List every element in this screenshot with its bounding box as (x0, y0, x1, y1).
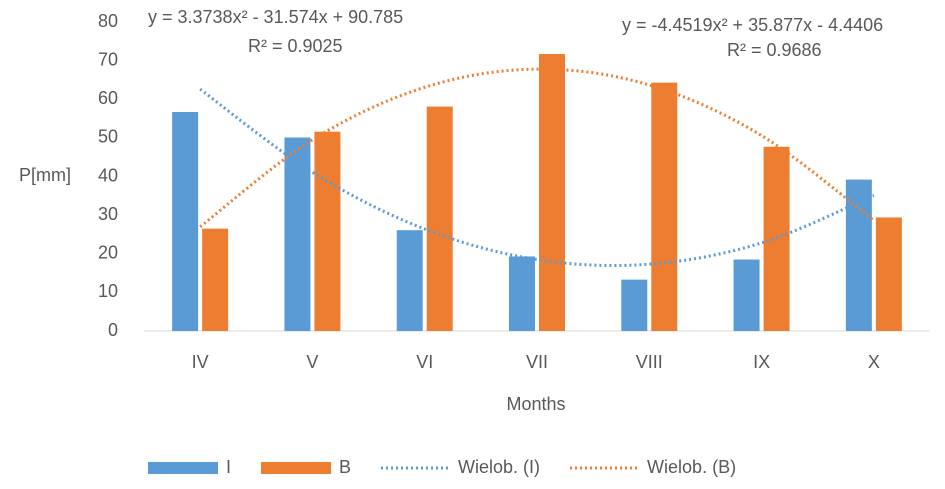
x-tick-label: X (868, 352, 880, 372)
trend-equation: y = -4.4519x² + 35.877x - 4.4406 (622, 15, 883, 35)
y-tick-label: 10 (98, 281, 118, 301)
bar (172, 111, 199, 331)
legend-label: Wielob. (I) (458, 457, 540, 477)
bar (426, 106, 453, 332)
legend-swatch (148, 462, 218, 474)
y-tick-label: 70 (98, 49, 118, 69)
bar (621, 279, 648, 331)
trend-r-squared: R² = 0.9686 (727, 40, 822, 60)
bar (651, 82, 678, 331)
y-tick-label: 60 (98, 88, 118, 108)
y-tick-label: 0 (108, 320, 118, 340)
bar (763, 146, 790, 331)
x-tick-label: V (306, 352, 318, 372)
legend-label: Wielob. (B) (647, 457, 736, 477)
trend-equation: y = 3.3738x² - 31.574x + 90.785 (148, 7, 403, 27)
y-axis-title: P[mm] (19, 165, 71, 185)
x-tick-label: IX (753, 352, 770, 372)
bar (396, 230, 423, 331)
bar (733, 259, 760, 331)
x-tick-label: VIII (636, 352, 663, 372)
x-tick-label: IV (192, 352, 209, 372)
trend-r-squared: R² = 0.9025 (248, 36, 343, 56)
x-axis-title: Months (506, 394, 565, 414)
trendline (199, 67, 875, 228)
bar (845, 179, 872, 331)
x-tick-label: VI (416, 352, 433, 372)
bar (509, 256, 535, 331)
y-tick-label: 30 (98, 204, 118, 224)
y-tick-label: 50 (98, 127, 118, 147)
x-tick-label: VII (526, 352, 548, 372)
bar (539, 54, 565, 332)
y-tick-label: 20 (98, 243, 118, 263)
y-tick-label: 80 (98, 11, 118, 31)
y-tick-label: 40 (98, 165, 118, 185)
legend-swatch (261, 462, 332, 474)
bar (314, 131, 341, 331)
bar (875, 217, 902, 331)
legend-label: I (226, 457, 231, 477)
bar (202, 228, 229, 331)
legend-label: B (339, 457, 351, 477)
bar (284, 137, 311, 331)
